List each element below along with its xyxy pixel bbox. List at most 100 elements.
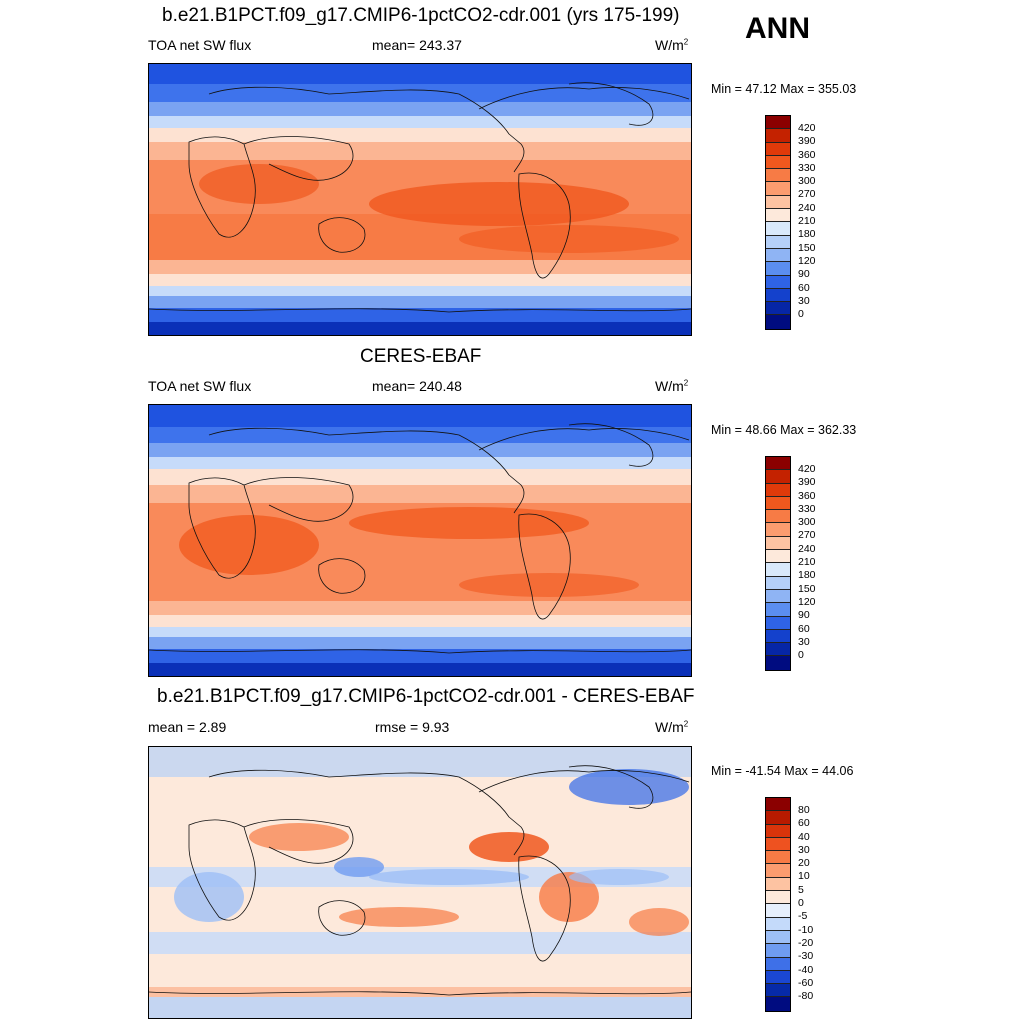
colorbar-tick-label: 240	[798, 201, 816, 214]
panel3-minmax: Min = -41.54 Max = 44.06	[711, 764, 854, 778]
colorbar-swatch	[766, 643, 790, 657]
colorbar-tick-label: 360	[798, 489, 816, 502]
panel2-mean-label: mean= 240.48	[372, 378, 462, 394]
colorbar-swatch	[766, 984, 790, 998]
colorbar-tick-label: 210	[798, 215, 816, 228]
colorbar-swatch	[766, 877, 790, 892]
colorbar-tick-label: 30	[798, 635, 810, 648]
colorbar-swatch	[766, 811, 790, 825]
colorbar-swatch	[766, 302, 790, 316]
colorbar-tick-label: 5	[798, 883, 804, 896]
colorbar-tick-label: 150	[798, 582, 816, 595]
panel3-map	[148, 746, 692, 1019]
colorbar-swatch	[766, 536, 790, 551]
panel3-rmse-label: rmse = 9.93	[375, 719, 450, 735]
colorbar-tick-label: -5	[798, 910, 808, 923]
panel3-mean-label: mean = 2.89	[148, 719, 227, 735]
colorbar-swatch	[766, 209, 790, 223]
colorbar-swatch	[766, 129, 790, 143]
colorbar-swatch	[766, 603, 790, 617]
colorbar-swatch	[766, 589, 790, 604]
colorbar-tick-label: 210	[798, 556, 816, 569]
panel2-colorbar	[765, 456, 791, 671]
panel2-title: CERES-EBAF	[360, 346, 482, 367]
colorbar-tick-label: 420	[798, 122, 816, 134]
colorbar-swatch	[766, 563, 790, 577]
colorbar-swatch	[766, 970, 790, 985]
panel1-map-svg	[149, 64, 691, 335]
colorbar-tick-label: -60	[798, 976, 814, 989]
colorbar-swatch	[766, 523, 790, 537]
colorbar-tick-label: -80	[798, 990, 814, 1003]
colorbar-swatch	[766, 182, 790, 196]
colorbar-swatch	[766, 930, 790, 945]
colorbar-tick-label: 300	[798, 175, 816, 188]
panel2-minmax: Min = 48.66 Max = 362.33	[711, 423, 857, 437]
colorbar-swatch	[766, 235, 790, 249]
colorbar-swatch	[766, 496, 790, 511]
colorbar-swatch	[766, 116, 790, 130]
panel1-colorbar	[765, 115, 791, 330]
colorbar-tick-label: 10	[798, 870, 810, 883]
panel3-map-svg	[149, 747, 691, 1018]
colorbar-tick-label: 30	[798, 294, 810, 307]
colorbar-tick-label: 0	[798, 649, 804, 662]
colorbar-tick-label: 390	[798, 476, 816, 489]
colorbar-swatch	[766, 288, 790, 303]
panel2-map-svg	[149, 405, 691, 676]
colorbar-tick-label: 60	[798, 622, 810, 635]
colorbar-tick-label: 80	[798, 804, 810, 816]
colorbar-tick-label: -40	[798, 963, 814, 976]
colorbar-swatch	[766, 275, 790, 289]
colorbar-swatch	[766, 195, 790, 210]
colorbar-swatch	[766, 944, 790, 958]
colorbar-tick-label: 90	[798, 609, 810, 622]
colorbar-swatch	[766, 837, 790, 852]
panel1-mean-label: mean= 243.37	[372, 37, 462, 53]
panel1-title: b.e21.B1PCT.f09_g17.CMIP6-1pctCO2-cdr.00…	[162, 5, 680, 26]
colorbar-swatch	[766, 957, 790, 971]
colorbar-swatch	[766, 248, 790, 263]
colorbar-tick-label: 0	[798, 308, 804, 321]
panel1-colorbar-labels: 420 390 360 330 300 270 240 210 180 150 120 90 60 30 0	[798, 122, 816, 321]
colorbar-tick-label: -30	[798, 950, 814, 963]
colorbar-tick-label: 40	[798, 830, 810, 843]
panel1-variable-label: TOA net SW flux	[148, 37, 252, 53]
colorbar-tick-label: 420	[798, 463, 816, 475]
colorbar-swatch	[766, 315, 790, 329]
colorbar-tick-label: 330	[798, 161, 816, 174]
colorbar-swatch	[766, 510, 790, 524]
colorbar-swatch	[766, 891, 790, 905]
colorbar-tick-label: -20	[798, 936, 814, 949]
panel3-units: W/m2	[655, 719, 689, 735]
panel1-colorbar-swatches	[765, 115, 791, 330]
panel2-map	[148, 404, 692, 677]
colorbar-swatch	[766, 576, 790, 590]
colorbar-tick-label: 150	[798, 241, 816, 254]
colorbar-swatch	[766, 656, 790, 670]
colorbar-tick-label: 300	[798, 516, 816, 529]
colorbar-tick-label: 90	[798, 268, 810, 281]
colorbar-tick-label: 120	[798, 595, 816, 608]
colorbar-swatch	[766, 798, 790, 812]
colorbar-tick-label: 30	[798, 843, 810, 856]
colorbar-tick-label: 360	[798, 148, 816, 161]
colorbar-tick-label: 270	[798, 529, 816, 542]
colorbar-tick-label: 330	[798, 502, 816, 515]
colorbar-swatch	[766, 917, 790, 931]
colorbar-swatch	[766, 262, 790, 276]
colorbar-swatch	[766, 997, 790, 1011]
panel2-colorbar-swatches	[765, 456, 791, 671]
colorbar-swatch	[766, 142, 790, 156]
colorbar-tick-label: 270	[798, 188, 816, 201]
panel3-colorbar-labels: 80 60 40 30 20 10 5 0 -5 -10 -20 -30 -40 -60 -80	[798, 804, 813, 1003]
panel3-colorbar	[765, 797, 791, 1012]
colorbar-swatch	[766, 864, 790, 878]
panel2-variable-label: TOA net SW flux	[148, 378, 252, 394]
colorbar-tick-label: 390	[798, 135, 816, 148]
colorbar-swatch	[766, 824, 790, 838]
panel3-colorbar-swatches	[765, 797, 791, 1012]
panel2-units: W/m2	[655, 378, 689, 394]
colorbar-tick-label: 60	[798, 281, 810, 294]
colorbar-swatch	[766, 629, 790, 644]
